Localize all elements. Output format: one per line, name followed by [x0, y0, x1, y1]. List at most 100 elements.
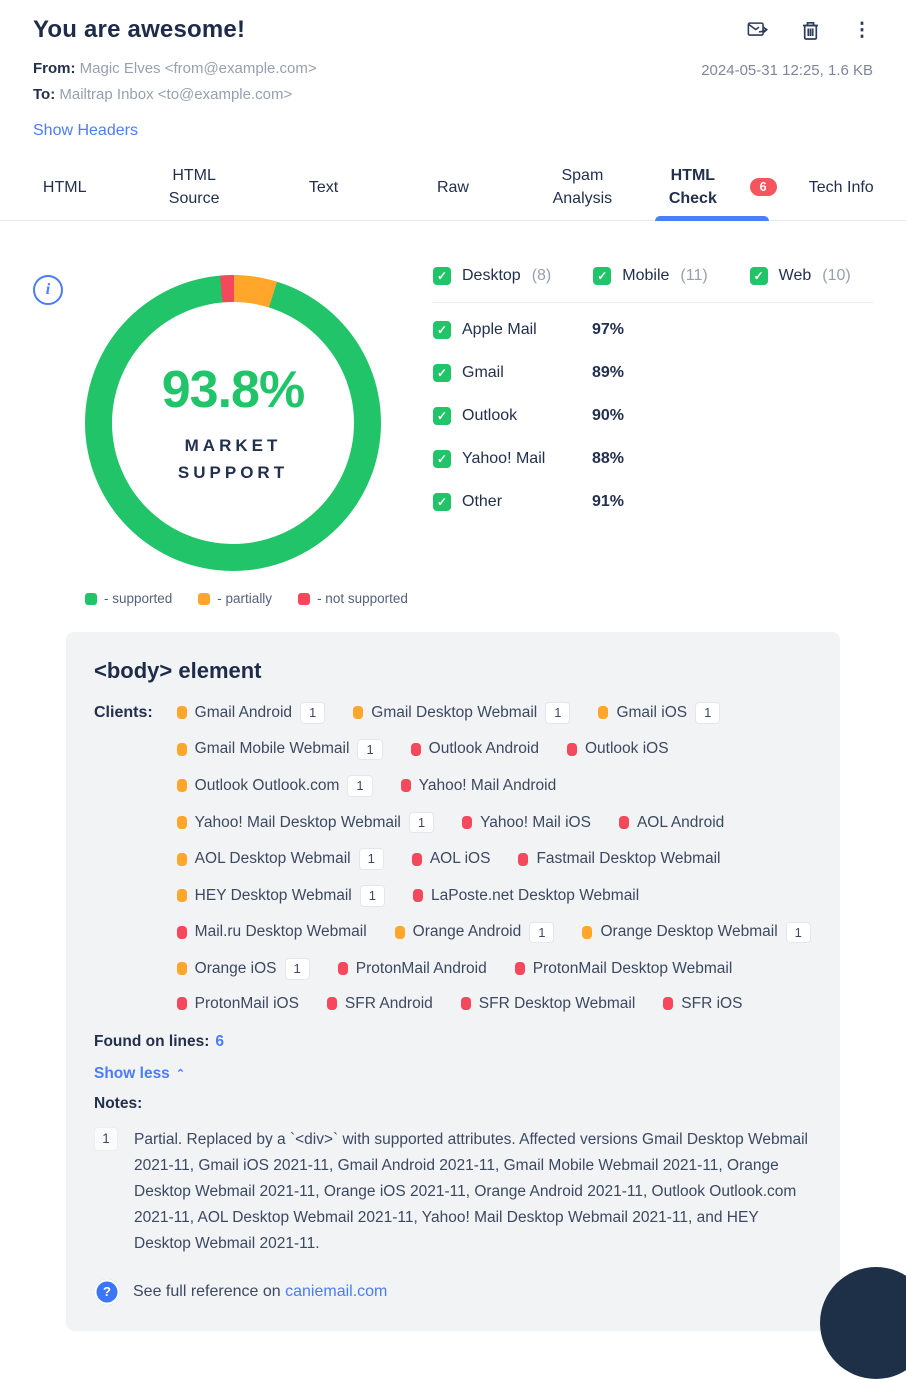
client-chip-count: 1	[359, 884, 385, 907]
client-chip: Mail.ru Desktop Webmail	[176, 922, 367, 944]
checkbox-checked-icon[interactable]: ✓	[433, 267, 451, 285]
support-status-dot	[394, 925, 405, 939]
note-number: 1	[94, 1126, 118, 1151]
html-check-panel: i 93.8% MARKET SUPPORT - suppo	[0, 249, 906, 1331]
client-support-row: ✓ Other 91%	[433, 480, 873, 523]
caniemail-link[interactable]: caniemail.com	[285, 1282, 388, 1300]
support-status-dot	[460, 997, 471, 1011]
show-headers-link[interactable]: Show Headers	[33, 122, 138, 139]
client-support-percent: 97%	[592, 320, 625, 338]
client-chip-label: LaPoste.net Desktop Webmail	[430, 886, 640, 904]
client-chip-count: 1	[529, 921, 555, 944]
market-support-value: 93.8%	[161, 361, 305, 419]
checkbox-checked-icon[interactable]: ✓	[433, 406, 451, 425]
client-chip: Gmail Mobile Webmail 1	[176, 738, 383, 761]
tab[interactable]: Spam Analysis	[518, 154, 647, 220]
tab[interactable]: HTML	[0, 154, 129, 220]
notes-list: 1 Partial. Replaced by a `<div>` with su…	[94, 1126, 812, 1257]
client-name: Apple Mail	[462, 320, 537, 338]
client-support-row: ✓ Gmail 89%	[433, 351, 873, 394]
filter-label: Mobile	[622, 267, 670, 284]
kebab-menu-icon[interactable]: ⋮	[852, 19, 872, 41]
client-chip: Outlook Outlook.com 1	[176, 775, 373, 797]
tab-label: HTML Check	[668, 167, 717, 207]
client-chip: ProtonMail Android	[337, 958, 487, 980]
checkbox-checked-icon[interactable]: ✓	[433, 449, 451, 468]
support-status-dot	[176, 742, 187, 756]
client-chip-label: Yahoo! Mail Desktop Webmail	[194, 813, 401, 831]
show-less-link[interactable]: Show less ⌃	[94, 1064, 186, 1082]
legend-item: - supported	[85, 591, 172, 606]
issue-card: <body> element Clients: Gmail Android 1 …	[66, 632, 840, 1331]
client-chip-count: 1	[284, 958, 310, 980]
support-status-dot	[618, 816, 629, 830]
client-support-percent: 88%	[592, 449, 625, 467]
platform-filter[interactable]: ✓ Mobile (11)	[593, 267, 708, 285]
client-chip-count: 1	[358, 848, 384, 870]
client-chip: Yahoo! Mail Android	[400, 775, 556, 797]
client-chip-label: Orange iOS	[194, 959, 277, 977]
client-chip-label: Orange Android	[412, 923, 522, 941]
tab[interactable]: Tech Info	[777, 154, 906, 220]
support-status-dot	[514, 962, 525, 976]
client-chip-label: AOL Desktop Webmail	[194, 850, 351, 868]
client-chip-label: ProtonMail iOS	[194, 994, 299, 1012]
support-status-dot	[411, 852, 422, 866]
client-support-row: ✓ Yahoo! Mail 88%	[433, 437, 873, 480]
filter-count: (10)	[822, 267, 851, 284]
info-icon[interactable]: i	[33, 275, 63, 305]
forward-email-icon[interactable]	[747, 19, 769, 41]
found-on-lines-value[interactable]: 6	[215, 1032, 224, 1050]
tab[interactable]: HTML Source	[129, 154, 258, 220]
tab[interactable]: HTML Check 6	[647, 154, 777, 221]
client-chip-label: Gmail iOS	[616, 703, 688, 721]
client-chip-label: HEY Desktop Webmail	[194, 886, 352, 904]
tab-bar: HTML HTML Source Text Raw Spam Analysis	[0, 154, 906, 221]
tab[interactable]: Raw	[388, 154, 517, 220]
support-status-dot	[176, 816, 187, 830]
date-size-meta: 2024-05-31 12:25, 1.6 KB	[701, 62, 873, 79]
filter-label: Desktop	[462, 267, 521, 284]
email-header: You are awesome! ⋮	[0, 0, 906, 140]
client-chip-count: 1	[545, 702, 571, 724]
client-chip-label: Orange Desktop Webmail	[600, 923, 778, 941]
client-support-percent: 90%	[592, 406, 625, 424]
client-name: Yahoo! Mail	[462, 449, 546, 467]
client-support-row: ✓ Outlook 90%	[433, 394, 873, 437]
client-chip: Yahoo! Mail iOS	[462, 812, 591, 834]
client-chip: ProtonMail iOS	[176, 994, 299, 1013]
client-chip: SFR Desktop Webmail	[460, 994, 636, 1013]
client-chip-label: Outlook Android	[428, 740, 539, 758]
trash-icon[interactable]	[799, 19, 821, 41]
client-chip-label: Yahoo! Mail iOS	[480, 813, 591, 831]
tab[interactable]: Text	[259, 154, 388, 220]
support-status-dot	[337, 962, 348, 976]
checkbox-checked-icon[interactable]: ✓	[433, 363, 451, 382]
checkbox-checked-icon[interactable]: ✓	[593, 267, 612, 285]
issue-title: <body> element	[94, 658, 262, 683]
legend-label: - not supported	[317, 591, 408, 606]
client-chip: AOL iOS	[411, 848, 490, 870]
client-chip: Outlook Android	[410, 739, 539, 761]
support-status-dot	[176, 852, 187, 866]
to-label: To:	[33, 86, 56, 103]
client-chip-label: SFR Desktop Webmail	[478, 994, 636, 1012]
client-chip-label: Gmail Mobile Webmail	[194, 740, 350, 758]
tab-label: Raw	[436, 178, 469, 196]
checkbox-checked-icon[interactable]: ✓	[433, 320, 451, 339]
checkbox-checked-icon[interactable]: ✓	[749, 267, 768, 285]
platform-filter[interactable]: ✓ Web (10)	[749, 267, 851, 285]
platform-filter[interactable]: ✓ Desktop (8)	[433, 267, 551, 285]
reference-footer: ? See full reference on caniemail.com	[94, 1278, 812, 1305]
checkbox-checked-icon[interactable]: ✓	[433, 492, 451, 511]
notes-label: Notes:	[94, 1094, 143, 1112]
tab-label: Spam Analysis	[552, 167, 613, 207]
client-name: Gmail	[462, 363, 504, 381]
client-chip-label: SFR iOS	[681, 994, 743, 1012]
client-chip: Outlook iOS	[566, 739, 669, 761]
chevron-up-icon: ⌃	[175, 1068, 186, 1081]
from-value: Magic Elves <from@example.com>	[79, 60, 317, 77]
client-chip-label: Outlook iOS	[584, 740, 669, 758]
tab-label: Tech Info	[808, 178, 874, 196]
support-status-dot	[566, 742, 577, 756]
